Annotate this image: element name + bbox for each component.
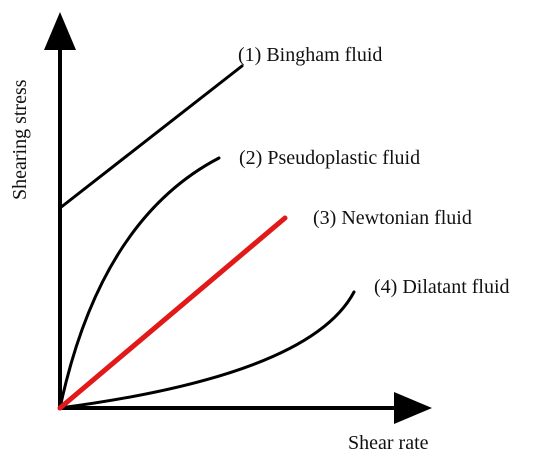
x-axis-label: Shear rate — [348, 432, 429, 454]
y-axis-arrowhead — [44, 12, 76, 50]
bingham-label: (1) Bingham fluid — [238, 44, 382, 66]
pseudoplastic-label: (2) Pseudoplastic fluid — [239, 147, 420, 169]
bingham-curve — [58, 64, 244, 210]
y-axis-label: Shearing stress — [9, 79, 31, 200]
curves — [57, 64, 356, 411]
dilatant-label: (4) Dilatant fluid — [374, 276, 510, 298]
dilatant-curve — [58, 290, 356, 410]
newtonian-label: (3) Newtonian fluid — [313, 207, 472, 229]
pseudoplastic-curve — [58, 156, 221, 410]
x-axis-arrowhead — [394, 392, 432, 424]
axes — [44, 12, 432, 424]
newtonian-curve — [57, 215, 288, 411]
